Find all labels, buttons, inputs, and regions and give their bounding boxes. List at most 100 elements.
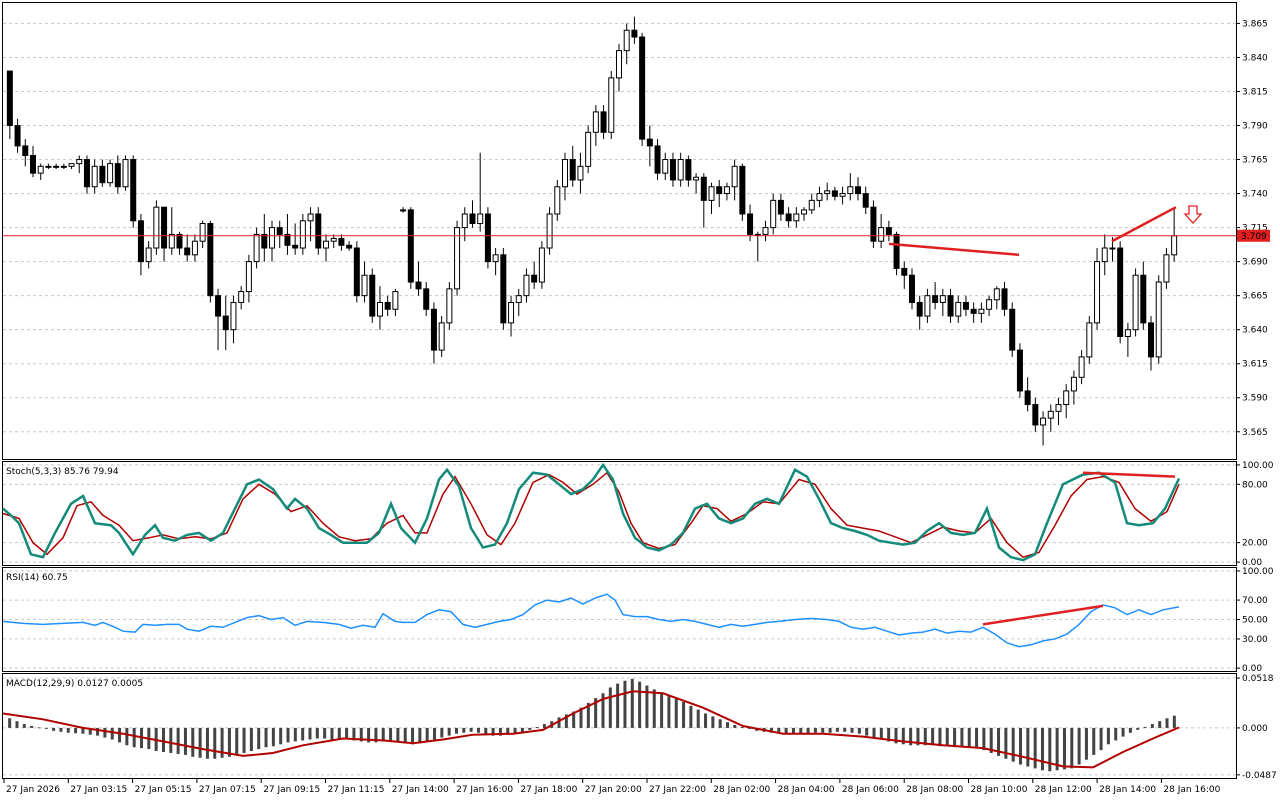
candle-body <box>962 301 969 310</box>
macd-bar <box>535 726 539 728</box>
rsi-pane[interactable]: 100.00 70.00 50.00 30.00 0.00 RSI(14) 60.75 <box>2 567 1274 674</box>
macd-bar <box>88 727 92 735</box>
axis-tick-label: 3.565 <box>1242 428 1268 438</box>
macd-bar <box>938 727 942 747</box>
macd-bar <box>806 727 810 734</box>
candle-body <box>269 227 276 249</box>
candle-body <box>608 77 615 133</box>
candle-body <box>454 227 461 290</box>
macd-bar <box>411 727 415 745</box>
rsi-trend-line <box>982 604 1104 626</box>
candle-body <box>538 247 545 283</box>
candle-body <box>924 295 931 317</box>
macd-bar <box>791 727 795 734</box>
candle-body <box>122 159 129 188</box>
macd-bar <box>1143 726 1147 728</box>
candle-body <box>677 159 684 181</box>
time-tick-label: 27 Jan 05:15 <box>135 785 192 795</box>
candle-body <box>153 206 160 249</box>
rsi-line <box>2 593 1180 648</box>
time-tick-label: 28 Jan 16:00 <box>1163 785 1220 795</box>
macd-bar <box>975 727 979 749</box>
macd-bar <box>30 726 34 728</box>
candle-body <box>1063 390 1070 406</box>
axis-tick-label: 20.00 <box>1242 539 1268 549</box>
macd-bar <box>1099 727 1103 751</box>
candle-body <box>1155 281 1162 358</box>
macd-bar <box>1158 721 1162 728</box>
macd-bar <box>872 727 876 738</box>
candle-body <box>978 308 985 314</box>
macd-bar <box>227 727 231 757</box>
macd-bar <box>491 727 495 736</box>
macd-bar <box>359 727 363 742</box>
macd-bar <box>843 727 847 732</box>
candle-body <box>716 186 723 195</box>
axis-tick-label: 3.590 <box>1242 394 1268 404</box>
candle-body <box>831 190 838 197</box>
macd-bar <box>367 727 371 743</box>
candle-body <box>1163 254 1170 283</box>
axis-tick-label: 0.00 <box>1242 558 1262 568</box>
candle-body <box>932 295 939 303</box>
axis-tick-label: 3.765 <box>1242 156 1268 166</box>
candle-body <box>91 165 98 188</box>
candle-body <box>693 176 700 181</box>
candle-body <box>847 186 854 195</box>
price-pane[interactable]: 3.865 3.840 3.815 3.790 3.765 3.740 3.715 3.690… <box>2 2 1271 460</box>
candle-body <box>184 247 191 256</box>
macd-bar <box>579 707 583 728</box>
macd-bar <box>865 727 869 736</box>
candle-body <box>1016 349 1023 392</box>
candle-body <box>1140 274 1147 324</box>
price-trend-lines <box>888 206 1177 257</box>
macd-bar <box>249 727 253 752</box>
candle-body <box>1024 390 1031 406</box>
macd-bar <box>1128 727 1132 733</box>
macd-bar <box>118 727 122 743</box>
macd-bar <box>315 727 319 739</box>
candle-body <box>785 213 792 222</box>
macd-bar <box>257 727 261 750</box>
macd-bar <box>1026 727 1030 767</box>
macd-bar <box>103 727 107 738</box>
macd-bar <box>623 680 627 728</box>
candle-body <box>477 213 484 225</box>
candle-body <box>1117 247 1124 337</box>
macd-bar <box>125 727 129 746</box>
macd-bar <box>1033 727 1037 769</box>
candle-body <box>130 159 137 222</box>
candle-body <box>168 233 175 249</box>
macd-bar <box>454 727 458 734</box>
candle-body <box>369 274 376 317</box>
candle-body <box>1047 410 1054 419</box>
macd-bar <box>835 727 839 732</box>
macd-bar <box>645 685 649 728</box>
axis-tick-label: 3.865 <box>1242 19 1268 29</box>
time-tick-label: 28 Jan 12:00 <box>1035 785 1092 795</box>
candle-body <box>22 145 29 156</box>
candle-body <box>207 223 214 297</box>
macd-bar <box>682 701 686 728</box>
macd-bar <box>1070 727 1074 769</box>
macd-bar <box>953 727 957 747</box>
stochastic-pane-border <box>2 461 1237 566</box>
down-arrow-icon <box>1183 205 1203 224</box>
candle-body <box>1101 247 1108 263</box>
macd-bar <box>271 727 275 747</box>
macd-pane[interactable]: 0.0518 0.000 -0.0487 MACD(12,29,9) 0.0127 … <box>2 673 1277 781</box>
price-trend-line <box>888 242 1020 257</box>
macd-bar <box>989 727 993 753</box>
macd-bar <box>264 727 268 748</box>
stochastic-pane[interactable]: 100.00 80.00 20.00 0.00 Stoch(5,3,3) 85.76 … <box>2 461 1274 568</box>
macd-bar <box>747 727 751 729</box>
candle-body <box>754 233 761 236</box>
macd-bar <box>652 689 656 728</box>
candle-body <box>569 159 576 181</box>
candle-body <box>955 301 962 317</box>
candle-body <box>993 288 1000 301</box>
candle-body <box>685 159 692 181</box>
candle-body <box>492 254 499 263</box>
macd-bar <box>572 711 576 728</box>
